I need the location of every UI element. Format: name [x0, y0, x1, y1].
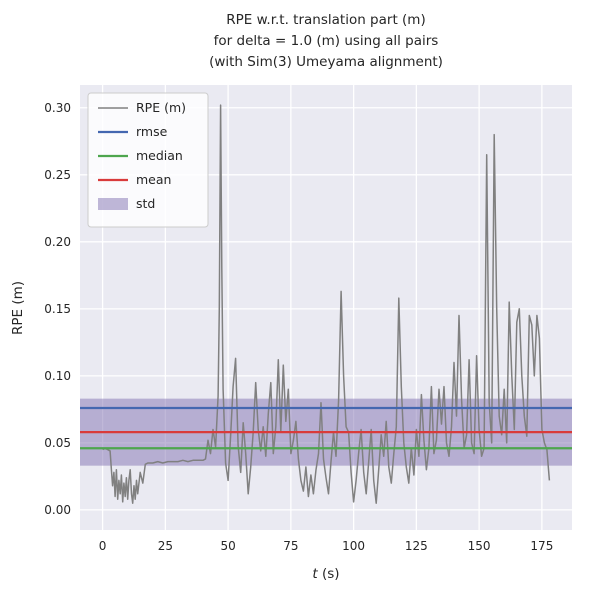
plot-title-line-1: RPE w.r.t. translation part (m) — [226, 12, 425, 28]
y-tick-label: 0.05 — [44, 436, 71, 450]
y-tick-label: 0.20 — [44, 235, 71, 249]
legend-label: std — [136, 196, 155, 211]
series-layer — [102, 104, 551, 504]
y-axis-label: RPE (m) — [10, 281, 26, 335]
x-tick-label: 25 — [158, 539, 173, 553]
legend: RPE (m) rmse median mean std — [87, 92, 209, 228]
x-tick-label: 150 — [468, 539, 491, 553]
tick-labels: 0 25 50 75 100 125 150 175 0.00 0.05 0.10 0.15 0.20 0… — [44, 101, 553, 553]
rpe-data-line — [102, 104, 551, 504]
legend-label: median — [136, 148, 183, 163]
y-tick-label: 0.15 — [44, 302, 71, 316]
legend-box — [87, 92, 209, 228]
x-tick-label: 100 — [342, 539, 365, 553]
x-tick-label: 125 — [405, 539, 428, 553]
x-tick-label: 50 — [220, 539, 235, 553]
y-tick-label: 0.30 — [44, 101, 71, 115]
plot-title-line-2: for delta = 1.0 (m) using all pairs — [214, 33, 439, 49]
y-tick-label: 0.10 — [44, 369, 71, 383]
x-tick-label: 75 — [283, 539, 298, 553]
legend-label: rmse — [136, 124, 168, 139]
legend-swatch-std — [98, 198, 128, 210]
x-tick-label: 0 — [99, 539, 107, 553]
y-tick-label: 0.00 — [44, 503, 71, 517]
legend-label: mean — [136, 172, 171, 187]
statistics-lines-layer — [80, 406, 572, 450]
y-tick-label: 0.25 — [44, 168, 71, 182]
x-axis-label: t (s) — [312, 566, 339, 582]
x-tick-label: 175 — [530, 539, 553, 553]
plot-title-line-3: (with Sim(3) Umeyama alignment) — [209, 54, 443, 70]
legend-label: RPE (m) — [136, 100, 186, 115]
